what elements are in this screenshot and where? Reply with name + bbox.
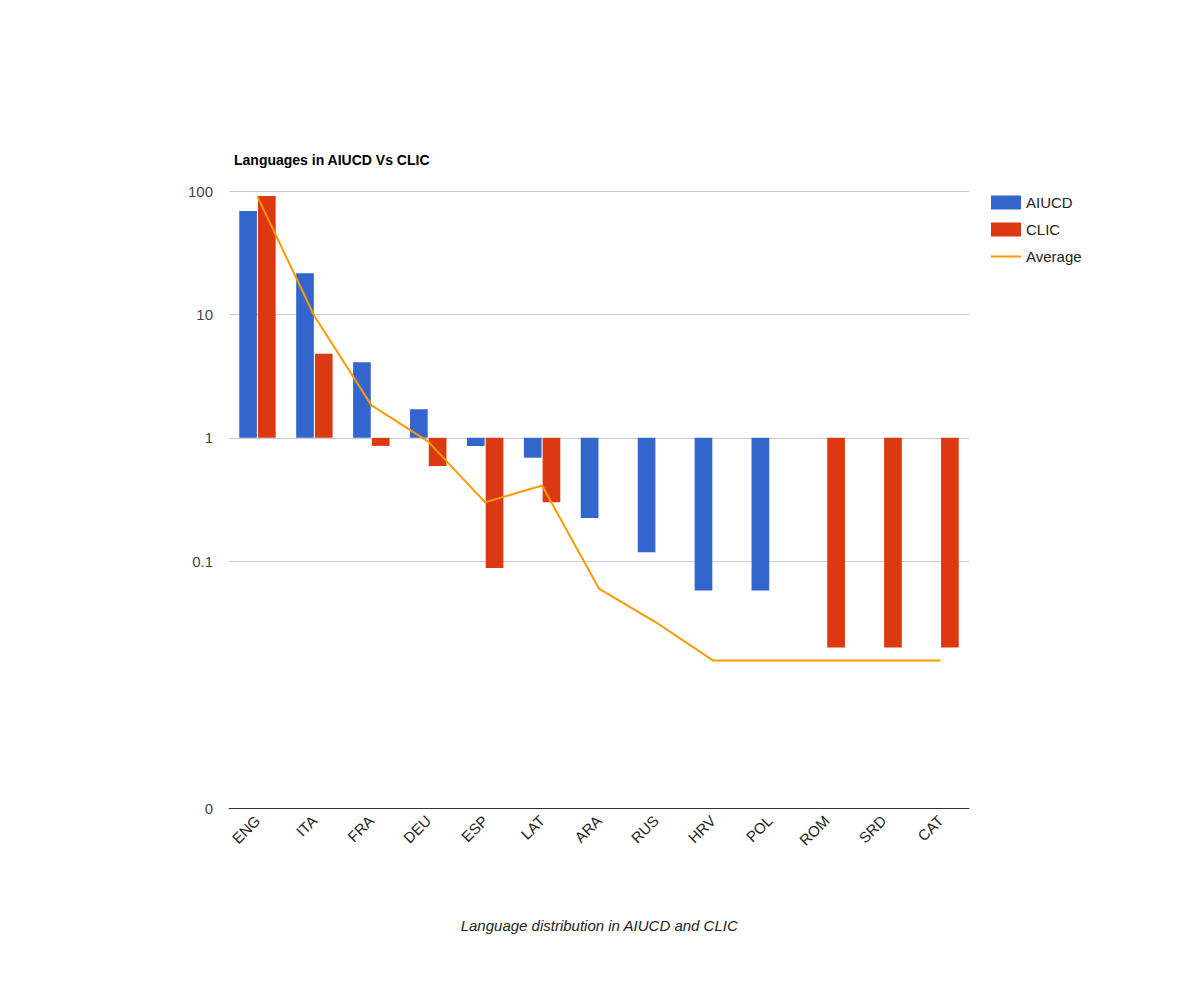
svg-text:ITA: ITA xyxy=(293,812,321,840)
svg-text:SRD: SRD xyxy=(855,812,890,847)
svg-text:ARA: ARA xyxy=(571,812,605,846)
svg-text:RUS: RUS xyxy=(628,812,662,846)
svg-text:Language distribution in AIUCD: Language distribution in AIUCD and CLIC xyxy=(461,917,738,934)
svg-text:10: 10 xyxy=(196,306,213,323)
svg-text:1: 1 xyxy=(205,429,213,446)
svg-text:ESP: ESP xyxy=(458,812,491,845)
svg-text:POL: POL xyxy=(743,812,776,845)
svg-text:CLIC: CLIC xyxy=(1026,221,1060,238)
svg-text:0.1: 0.1 xyxy=(192,553,213,570)
svg-text:ENG: ENG xyxy=(228,812,263,847)
svg-text:0: 0 xyxy=(205,800,213,817)
svg-text:LAT: LAT xyxy=(517,812,548,843)
svg-text:100: 100 xyxy=(188,183,213,200)
svg-text:Average: Average xyxy=(1026,248,1082,265)
svg-text:HRV: HRV xyxy=(685,812,719,846)
svg-text:DEU: DEU xyxy=(400,812,434,846)
svg-text:AIUCD: AIUCD xyxy=(1026,194,1073,211)
svg-text:ROM: ROM xyxy=(796,812,833,849)
svg-text:FRA: FRA xyxy=(344,812,377,845)
svg-text:Languages in AIUCD Vs CLIC: Languages in AIUCD Vs CLIC xyxy=(234,152,430,168)
svg-text:CAT: CAT xyxy=(914,812,946,844)
